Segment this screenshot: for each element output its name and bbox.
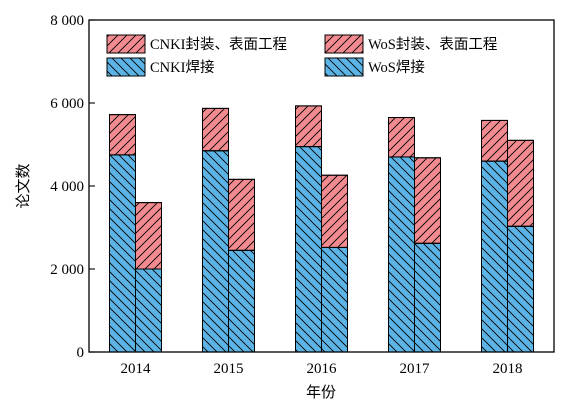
- x-axis: 2014 2015 2016 2017 2018: [121, 346, 523, 377]
- bar-2015-CNKI封装、表面工程-hatch: [202, 107, 229, 152]
- bar-2017-WoS封装、表面工程-hatch: [414, 157, 441, 244]
- legend: CNKI封装、表面工程 WoS封装、表面工程 CNKI焊接 WoS焊接: [106, 34, 497, 77]
- bar-2018-CNKI封装、表面工程-hatch: [481, 119, 508, 162]
- y-tick-label: 8 000: [50, 13, 84, 29]
- bar-2018-WoS封装、表面工程-hatch: [507, 139, 534, 227]
- y-tick-label: 0: [77, 345, 85, 361]
- y-tick-label: 6 000: [50, 96, 84, 112]
- legend-label: WoS封装、表面工程: [368, 36, 497, 53]
- legend-swatch-hatch: [106, 57, 146, 77]
- legend-label: WoS焊接: [368, 59, 425, 76]
- bar-2016-WoS焊接-hatch: [321, 246, 348, 353]
- y-tick-label: 4 000: [50, 179, 84, 195]
- x-tick-label: 2014: [121, 361, 152, 377]
- bar-2016-CNKI封装、表面工程-hatch: [295, 105, 322, 148]
- legend-swatch-hatch: [324, 34, 364, 54]
- legend-label: CNKI焊接: [150, 59, 214, 76]
- bar-2014-CNKI封装、表面工程-hatch: [109, 114, 136, 156]
- bar-2015-CNKI焊接-hatch: [202, 150, 229, 353]
- bar-2016-CNKI焊接-hatch: [295, 146, 322, 353]
- x-tick-label: 2018: [493, 361, 523, 377]
- y-tick-label: 2 000: [50, 262, 84, 278]
- plot-frame: [88, 19, 555, 353]
- legend-swatch-hatch: [324, 57, 364, 77]
- bar-2015-WoS焊接-hatch: [228, 249, 255, 353]
- bar-2017-CNKI封装、表面工程-hatch: [388, 117, 415, 158]
- bar-2014-WoS封装、表面工程-hatch: [135, 202, 162, 270]
- bar-2014-WoS焊接-hatch: [135, 268, 162, 353]
- bar-2015-WoS封装、表面工程-hatch: [228, 178, 255, 251]
- y-axis: 0 2 000 4 000 6 000 8 000: [50, 13, 95, 361]
- legend-swatch-hatch: [106, 34, 146, 54]
- x-tick-label: 2017: [400, 361, 431, 377]
- bar-2017-WoS焊接-hatch: [414, 242, 441, 353]
- x-axis-title: 年份: [306, 383, 336, 401]
- bar-2016-WoS封装、表面工程-hatch: [321, 174, 348, 248]
- x-tick-label: 2016: [307, 361, 338, 377]
- bar-2018-CNKI焊接-hatch: [481, 160, 508, 353]
- bar-2014-CNKI焊接-hatch: [109, 154, 136, 353]
- legend-label: CNKI封装、表面工程: [150, 36, 287, 53]
- x-tick-label: 2015: [214, 361, 244, 377]
- bar-2017-CNKI焊接-hatch: [388, 156, 415, 353]
- y-axis-title: 论文数: [14, 163, 32, 208]
- bar-2018-WoS焊接-hatch: [507, 225, 534, 353]
- bars-layer: [109, 105, 534, 353]
